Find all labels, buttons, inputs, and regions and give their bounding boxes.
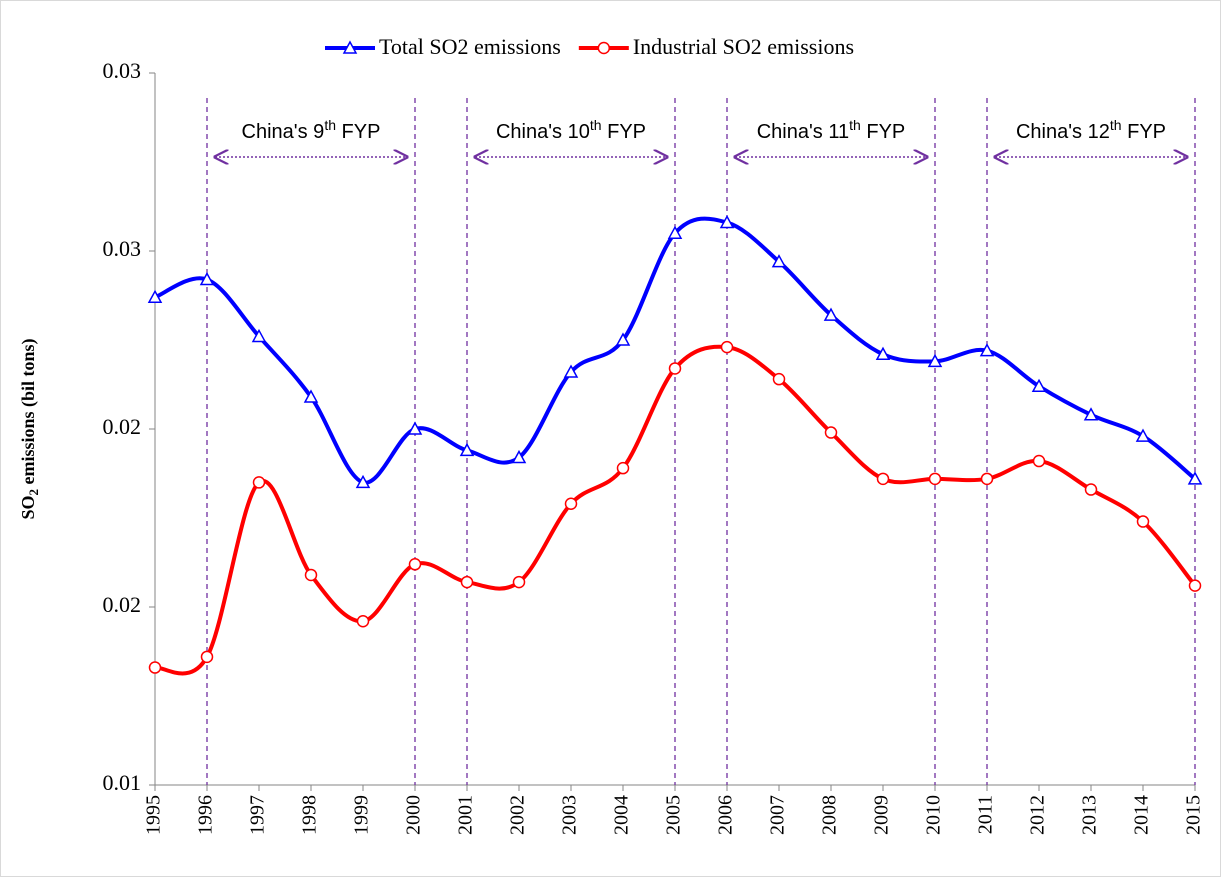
marker — [667, 225, 683, 239]
x-tick-label: 2003 — [559, 795, 581, 835]
x-tick-label: 2011 — [975, 795, 997, 834]
marker — [200, 650, 214, 664]
period-label: China's 10th FYP — [496, 117, 646, 144]
x-tick-label: 2000 — [403, 795, 425, 835]
marker — [459, 442, 475, 457]
x-tick-label: 1999 — [351, 795, 373, 835]
marker — [876, 472, 890, 486]
marker — [1032, 454, 1046, 468]
marker — [1135, 428, 1151, 442]
y-tick-label: 0.02 — [103, 592, 142, 617]
marker — [199, 271, 215, 286]
legend: Total SO2 emissions Industrial SO2 emissi… — [325, 34, 854, 59]
marker — [979, 343, 995, 357]
marker — [927, 353, 943, 368]
y-tick-label: 0.03 — [103, 236, 142, 261]
legend-label: Total SO2 emissions — [379, 34, 561, 59]
y-tick-label: 0.03 — [103, 58, 142, 83]
x-tick-label: 2001 — [455, 795, 477, 835]
marker — [668, 362, 682, 375]
marker — [304, 568, 318, 582]
y-tick-label: 0.02 — [103, 414, 142, 439]
marker — [1083, 407, 1099, 421]
x-tick-label: 2013 — [1079, 795, 1101, 835]
marker — [597, 41, 611, 55]
marker — [720, 340, 734, 354]
marker — [1187, 471, 1203, 485]
marker — [303, 389, 319, 403]
x-tick-label: 2002 — [507, 795, 529, 835]
marker — [824, 426, 838, 439]
marker — [147, 289, 163, 304]
period-label: China's 11th FYP — [757, 117, 906, 144]
x-tick-label: 2014 — [1131, 795, 1153, 835]
marker — [342, 40, 358, 54]
marker — [148, 661, 162, 674]
marker — [928, 472, 942, 486]
x-tick-label: 2015 — [1183, 795, 1205, 835]
x-tick-label: 1996 — [195, 795, 217, 835]
marker — [564, 497, 578, 511]
marker — [1136, 515, 1150, 528]
marker — [511, 449, 527, 464]
period-label: China's 12th FYP — [1016, 117, 1166, 144]
series-line — [154, 344, 1197, 676]
marker — [980, 472, 994, 486]
marker — [407, 421, 423, 435]
y-axis-label: SO2 emissions (bil tons) — [18, 338, 41, 519]
x-tick-label: 2009 — [871, 795, 893, 835]
x-tick-label: 2004 — [611, 795, 633, 835]
marker — [512, 575, 526, 589]
marker — [252, 476, 266, 489]
marker — [1188, 579, 1202, 592]
marker — [772, 372, 786, 386]
marker — [408, 558, 422, 571]
series-line — [154, 216, 1197, 485]
x-tick-label: 2006 — [715, 795, 737, 835]
x-tick-label: 1995 — [143, 795, 165, 835]
legend-label: Industrial SO2 emissions — [633, 34, 854, 59]
marker — [356, 614, 370, 628]
x-tick-label: 2007 — [767, 795, 789, 835]
x-tick-label: 2008 — [819, 795, 841, 835]
x-tick-label: 1998 — [299, 795, 321, 835]
marker — [1084, 483, 1098, 496]
marker — [460, 575, 474, 589]
x-tick-label: 2012 — [1027, 795, 1049, 835]
marker — [823, 307, 839, 321]
marker — [616, 461, 630, 475]
marker — [355, 474, 371, 489]
x-tick-label: 2005 — [663, 795, 685, 835]
x-tick-label: 2010 — [923, 795, 945, 835]
marker — [719, 214, 735, 229]
y-tick-label: 0.01 — [103, 770, 142, 795]
x-tick-label: 1997 — [247, 795, 269, 835]
marker — [875, 346, 891, 360]
period-label: China's 9th FYP — [242, 117, 381, 144]
marker — [563, 364, 579, 378]
marker — [771, 254, 787, 268]
marker — [251, 328, 267, 343]
marker — [1031, 378, 1047, 393]
marker — [615, 332, 631, 346]
